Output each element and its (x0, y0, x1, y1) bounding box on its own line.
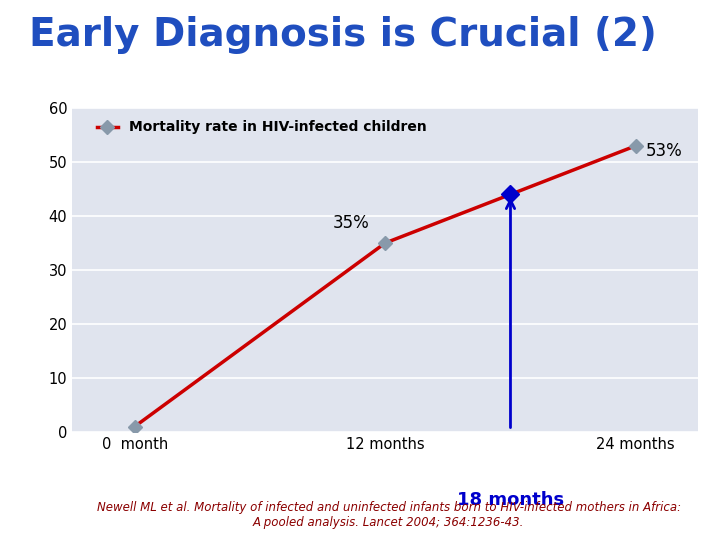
Text: 18 months: 18 months (457, 491, 564, 509)
Text: 35%: 35% (333, 214, 370, 232)
Legend: Mortality rate in HIV-infected children: Mortality rate in HIV-infected children (91, 115, 432, 140)
Mortality rate in HIV-infected children (381, 240, 390, 246)
Line: Mortality rate in HIV-infected children: Mortality rate in HIV-infected children (130, 141, 641, 431)
Text: 53%: 53% (647, 142, 683, 160)
Mortality rate in HIV-infected children (130, 423, 139, 430)
Text: Newell ML et al. Mortality of infected and uninfected infants born to HIV-infect: Newell ML et al. Mortality of infected a… (96, 501, 681, 529)
Text: Early Diagnosis is Crucial (2): Early Diagnosis is Crucial (2) (29, 16, 657, 54)
Mortality rate in HIV-infected children (631, 143, 640, 149)
